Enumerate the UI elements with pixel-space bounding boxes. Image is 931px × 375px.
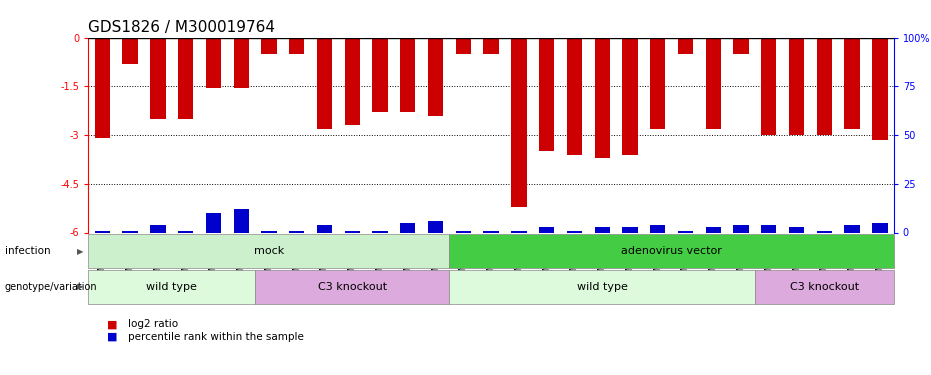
Bar xyxy=(650,225,666,232)
Bar xyxy=(455,231,471,232)
Bar xyxy=(706,38,721,129)
Bar xyxy=(344,38,360,125)
Text: percentile rank within the sample: percentile rank within the sample xyxy=(128,332,304,342)
Text: wild type: wild type xyxy=(146,282,197,292)
Bar xyxy=(511,231,527,232)
Bar xyxy=(734,225,749,232)
Bar xyxy=(95,231,110,232)
Bar xyxy=(178,38,194,119)
Text: mock: mock xyxy=(254,246,284,256)
Bar xyxy=(789,38,804,135)
Bar xyxy=(483,38,499,54)
Text: adenovirus vector: adenovirus vector xyxy=(621,246,722,256)
Bar xyxy=(844,225,859,232)
Bar xyxy=(400,38,415,112)
Bar xyxy=(372,231,387,232)
Text: ▶: ▶ xyxy=(77,282,84,291)
Bar xyxy=(428,38,443,116)
Bar xyxy=(95,38,110,138)
Bar xyxy=(455,38,471,54)
Bar xyxy=(844,38,859,129)
Text: ■: ■ xyxy=(107,320,117,329)
Text: infection: infection xyxy=(5,246,50,256)
Bar xyxy=(206,213,221,232)
Bar xyxy=(595,38,610,158)
Bar xyxy=(872,38,887,140)
Bar xyxy=(511,38,527,207)
Bar xyxy=(678,231,693,232)
Bar xyxy=(400,223,415,232)
Bar xyxy=(234,38,249,88)
Bar xyxy=(123,38,138,63)
Bar xyxy=(539,38,554,151)
Bar xyxy=(762,38,776,135)
Bar xyxy=(344,231,360,232)
Text: wild type: wild type xyxy=(576,282,627,292)
Text: C3 knockout: C3 knockout xyxy=(317,282,386,292)
Bar xyxy=(872,223,887,232)
Bar xyxy=(290,38,304,54)
Text: C3 knockout: C3 knockout xyxy=(789,282,859,292)
Bar xyxy=(595,226,610,232)
Bar xyxy=(262,231,277,232)
Bar xyxy=(789,226,804,232)
Bar xyxy=(622,226,638,232)
Bar xyxy=(290,231,304,232)
Bar xyxy=(178,231,194,232)
Bar xyxy=(650,38,666,129)
Bar xyxy=(317,38,332,129)
Bar xyxy=(150,225,166,232)
Bar xyxy=(622,38,638,154)
Text: ▶: ▶ xyxy=(77,247,84,256)
Bar xyxy=(762,225,776,232)
Text: ■: ■ xyxy=(107,332,117,342)
Text: log2 ratio: log2 ratio xyxy=(128,320,178,329)
Bar xyxy=(317,225,332,232)
Bar xyxy=(706,226,721,232)
Bar xyxy=(816,38,832,135)
Text: GDS1826 / M300019764: GDS1826 / M300019764 xyxy=(88,20,276,35)
Bar xyxy=(539,226,554,232)
Bar xyxy=(206,38,221,88)
Bar xyxy=(734,38,749,54)
Bar xyxy=(483,231,499,232)
Bar xyxy=(816,231,832,232)
Bar xyxy=(567,231,582,232)
Bar xyxy=(372,38,387,112)
Bar xyxy=(678,38,693,54)
Bar xyxy=(123,231,138,232)
Bar xyxy=(234,209,249,232)
Bar xyxy=(150,38,166,119)
Bar xyxy=(567,38,582,154)
Bar xyxy=(262,38,277,54)
Bar xyxy=(428,221,443,232)
Text: genotype/variation: genotype/variation xyxy=(5,282,97,292)
